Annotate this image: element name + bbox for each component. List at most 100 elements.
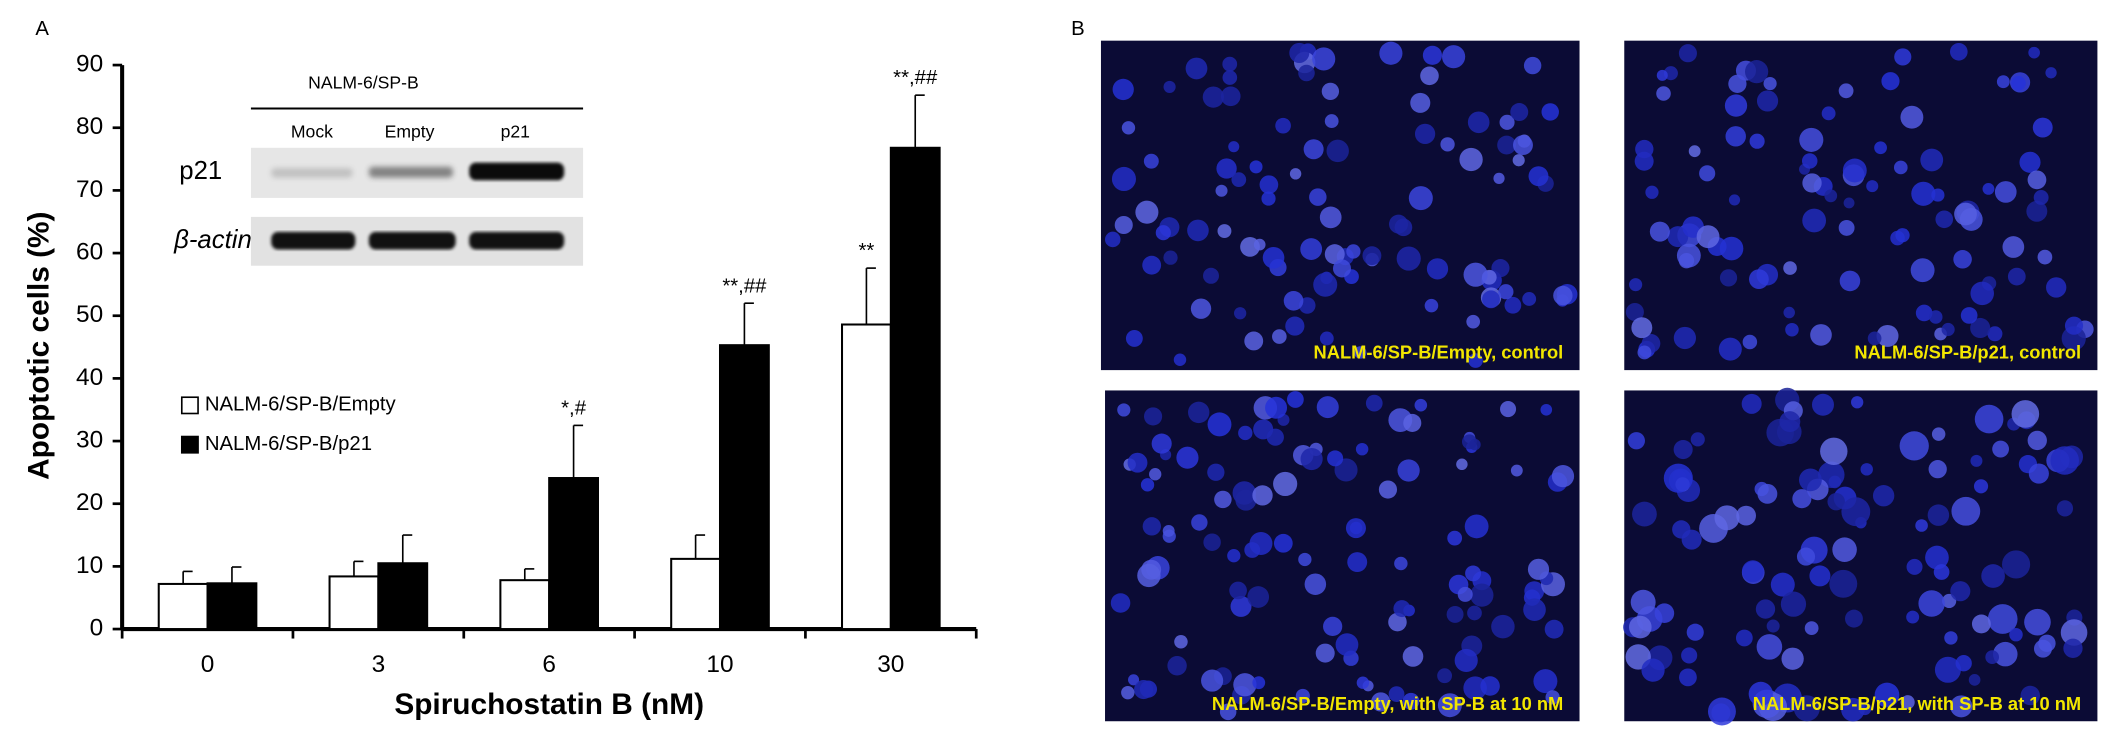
nucleus xyxy=(1151,433,1172,454)
bar xyxy=(328,575,380,631)
nucleus xyxy=(1442,45,1466,69)
nucleus xyxy=(1915,304,1933,322)
nucleus xyxy=(1688,145,1701,158)
nucleus xyxy=(1378,480,1398,499)
nucleus xyxy=(1316,396,1339,419)
nucleus xyxy=(1811,393,1834,416)
nucleus xyxy=(2027,430,2047,451)
nucleus xyxy=(1125,329,1143,347)
nucleus xyxy=(1304,573,1327,595)
nucleus xyxy=(1447,530,1463,546)
nucleus xyxy=(1467,111,1490,134)
nucleus xyxy=(1461,434,1477,450)
nucleus xyxy=(2028,463,2049,484)
nucleus xyxy=(1233,673,1257,697)
nucleus xyxy=(1844,609,1863,628)
panel-label: A xyxy=(35,18,49,40)
nucleus xyxy=(1315,643,1335,663)
nucleus xyxy=(1238,425,1253,441)
nucleus xyxy=(1673,326,1697,350)
nucleus xyxy=(2027,170,2047,190)
nucleus xyxy=(1149,468,1162,481)
nucleus xyxy=(1866,180,1879,193)
y-tick-label: 80 xyxy=(76,113,103,140)
nucleus xyxy=(1821,106,1836,121)
nucleus xyxy=(1944,631,1958,645)
nucleus xyxy=(1190,298,1212,319)
nucleus xyxy=(1510,103,1529,122)
nucleus xyxy=(1191,514,1208,531)
nucleus xyxy=(1298,64,1315,82)
y-tick-label: 20 xyxy=(76,489,103,516)
nucleus xyxy=(1728,194,1741,206)
lane-label: Empty xyxy=(385,122,435,142)
y-tick-label: 10 xyxy=(76,552,103,579)
nucleus xyxy=(1222,70,1238,85)
nucleus xyxy=(1781,647,1804,670)
nucleus xyxy=(1994,181,2017,203)
nucleus xyxy=(1393,600,1411,618)
y-tick-label: 90 xyxy=(76,51,103,78)
nucleus xyxy=(1353,346,1367,359)
nucleus xyxy=(1641,658,1665,682)
nucleus xyxy=(2045,67,2057,79)
nucleus xyxy=(1463,262,1488,287)
band xyxy=(271,168,353,178)
nucleus xyxy=(1497,135,1517,155)
nucleus xyxy=(1724,94,1748,117)
nucleus xyxy=(1955,655,1972,672)
x-tick-label: 6 xyxy=(542,651,556,678)
nucleus xyxy=(1162,524,1175,537)
nucleus xyxy=(1112,78,1134,101)
bar xyxy=(377,562,429,631)
bar xyxy=(889,146,941,631)
nucleus xyxy=(1176,446,1199,469)
nucleus xyxy=(1335,633,1359,657)
nucleus xyxy=(1802,173,1822,193)
nucleus xyxy=(2056,500,2074,517)
nucleus xyxy=(1313,272,1338,297)
nucleus xyxy=(1464,514,1489,539)
nucleus xyxy=(1981,564,2005,588)
x-axis-title: Spiruchostatin B (nM) xyxy=(394,688,704,721)
nucleus xyxy=(1779,411,1801,433)
nucleus xyxy=(1216,158,1237,179)
nucleus xyxy=(1841,497,1871,527)
nucleus xyxy=(1275,117,1291,134)
nucleus xyxy=(1860,463,1873,476)
nucleus xyxy=(1656,69,1668,81)
y-tick-label: 0 xyxy=(90,615,104,642)
nucleus xyxy=(1828,475,1842,489)
nucleus xyxy=(1785,322,1799,337)
nucleus xyxy=(1841,697,1865,722)
nucleus xyxy=(1799,468,1822,492)
nucleus xyxy=(1874,141,1887,155)
nucleus xyxy=(1970,281,1994,306)
nucleus xyxy=(1273,533,1293,553)
nucleus xyxy=(1632,501,1657,527)
nucleus xyxy=(1842,158,1867,183)
nucleus xyxy=(1402,646,1424,667)
nucleus xyxy=(1970,317,1991,339)
nucleus xyxy=(1135,200,1159,224)
nucleus xyxy=(1533,669,1558,694)
nucleus xyxy=(1173,353,1187,366)
nucleus xyxy=(1876,324,1899,347)
nucleus xyxy=(1262,246,1285,269)
nucleus xyxy=(1927,504,1950,526)
nucleus xyxy=(1544,619,1564,639)
nucleus xyxy=(1893,160,1908,175)
blot-inset: NALM-6/SP-B Mock Empty p21 p21 β-actin xyxy=(173,73,584,266)
nucleus xyxy=(1346,244,1361,259)
nucleus xyxy=(1970,454,1983,467)
nucleus xyxy=(1900,695,1915,710)
nucleus xyxy=(1929,310,1943,324)
y-tick-label: 60 xyxy=(76,239,103,266)
nucleus xyxy=(1804,621,1819,636)
caption: NALM-6/SP-B/p21, with SP-B at 10 nM xyxy=(1753,693,2081,714)
nucleus xyxy=(1142,255,1162,275)
nucleus xyxy=(1522,292,1537,306)
nucleus xyxy=(1319,331,1334,346)
nucleus xyxy=(1326,139,1349,163)
nucleus xyxy=(1300,447,1323,471)
